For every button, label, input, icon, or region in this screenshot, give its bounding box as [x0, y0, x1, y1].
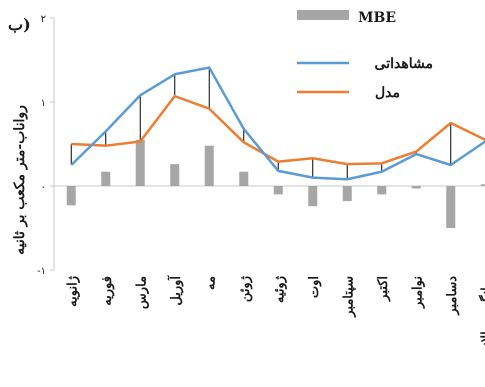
mbe-bar [446, 186, 456, 228]
x-tick-label: دسامبر [445, 276, 460, 316]
mbe-bar [239, 171, 249, 186]
difference-lines [70, 67, 485, 180]
x-tick-label: ژوئن [238, 276, 253, 302]
legend-swatch-mbe [297, 10, 349, 20]
x-tick-label: اوت [307, 276, 322, 298]
mbe-bar [66, 186, 76, 206]
mbe-bar [204, 145, 214, 186]
mbe-bar [480, 184, 485, 186]
observed-line [70, 66, 485, 181]
model-line [71, 94, 485, 166]
x-tick-label: اکتبر [376, 276, 391, 302]
x-tick-label: مارس [134, 276, 149, 309]
x-tick-label: آوریل [167, 275, 184, 306]
mbe-bar [135, 139, 145, 186]
x-tick-label: میانگین سالانه [477, 276, 485, 353]
mbe-bar [170, 164, 180, 186]
tick-labels: ۲ ۱ ۰ -۱ ژانویه فوریه مارس آوریل مه ژوئن ژوئیه اوت س… [37, 14, 485, 353]
mbe-bar [411, 186, 421, 189]
legend-label-observed: مشاهداتی [375, 56, 433, 72]
legend: MBE مشاهداتی مدل [297, 10, 433, 101]
x-tick-label: سپتامبر [341, 276, 356, 318]
x-tick-label: ژانویه [65, 276, 80, 307]
mbe-bars [66, 139, 485, 228]
y-tick-label: ۱ [41, 98, 46, 109]
x-tick-label: ژوئیه [272, 276, 287, 303]
x-tick-label: نوامبر [410, 276, 425, 309]
mbe-bar [101, 171, 111, 186]
panel-label: ب) [8, 15, 31, 34]
legend-label-mbe: MBE [358, 10, 396, 26]
series-lines [70, 66, 485, 181]
mbe-bar [377, 186, 387, 195]
mbe-bar [308, 186, 318, 207]
x-tick-label: فوریه [100, 276, 115, 306]
y-tick-label: ۲ [41, 14, 46, 25]
x-tick-label: مه [203, 276, 218, 290]
mbe-bar [342, 186, 352, 202]
y-tick-label: ۰ [41, 182, 46, 193]
y-axis-label: رواناب-متر مکعب بر ثانیه [12, 105, 28, 255]
legend-label-model: مدل [375, 85, 400, 101]
y-tick-label: -۱ [37, 266, 46, 277]
mbe-bar [273, 186, 283, 195]
